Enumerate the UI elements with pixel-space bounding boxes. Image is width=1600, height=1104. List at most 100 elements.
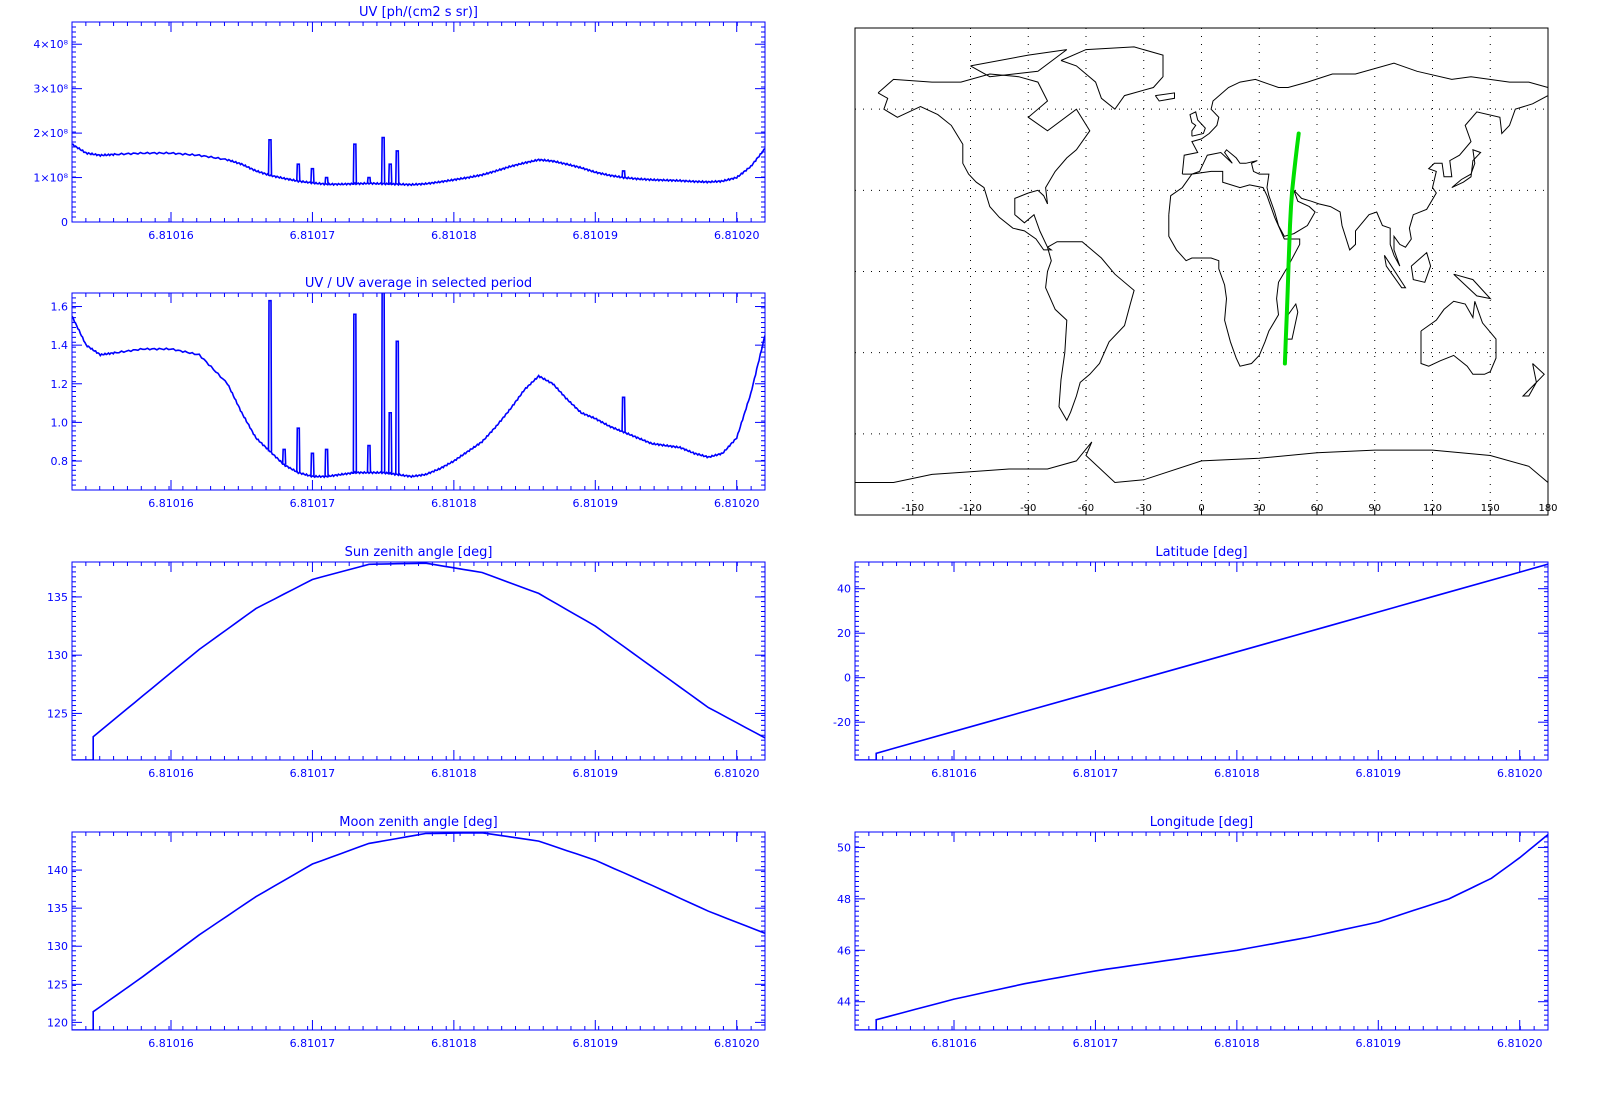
coastline-iceland bbox=[1154, 92, 1175, 102]
coastline-indonesia-sumatra bbox=[1383, 255, 1407, 289]
x-tick-label: 6.81019 bbox=[573, 767, 619, 780]
plot-frame bbox=[71, 831, 766, 1031]
plot-frame bbox=[71, 561, 766, 761]
y-tick-label: 135 bbox=[47, 591, 68, 604]
chart-title: UV [ph/(cm2 s sr)] bbox=[359, 5, 478, 20]
coastline-new-guinea bbox=[1453, 273, 1492, 300]
y-tick-label: 46 bbox=[837, 944, 851, 957]
series-spike bbox=[621, 396, 626, 433]
coastline-japan bbox=[1451, 149, 1482, 189]
coastline-new-zealand bbox=[1521, 363, 1545, 397]
x-tick-label: 6.81020 bbox=[714, 497, 760, 510]
chart-sun: Sun zenith angle [deg] 6.81016 6.81017 6.81… bbox=[47, 545, 766, 780]
x-tick-label: 6.81020 bbox=[1497, 1037, 1543, 1050]
chart-uv: UV [ph/(cm2 s sr)] 6.81016 6.81017 6.81018 6… bbox=[33, 5, 766, 242]
series-line bbox=[72, 562, 765, 760]
y-tick-label: -20 bbox=[833, 716, 851, 729]
series-spike bbox=[295, 163, 301, 182]
x-tick-label: 6.81018 bbox=[431, 229, 477, 242]
coastline-borneo bbox=[1410, 251, 1432, 283]
y-tick-label: 2×10⁸ bbox=[33, 127, 68, 140]
series-spike bbox=[387, 163, 393, 185]
series-spike bbox=[267, 299, 273, 452]
coastline-australia bbox=[1420, 300, 1497, 375]
y-tick-label: 0.8 bbox=[51, 455, 69, 468]
x-tick-label: 6.81017 bbox=[1073, 1037, 1119, 1050]
y-tick-label: 1.2 bbox=[51, 378, 69, 391]
plot-frame bbox=[854, 831, 1549, 1031]
chart-moon: Moon zenith angle [deg] 6.81016 6.81017 6.8… bbox=[47, 815, 766, 1050]
x-tick-label: 6.81016 bbox=[148, 497, 194, 510]
series-spike bbox=[621, 170, 626, 178]
series-spike bbox=[267, 138, 273, 176]
coastline-uk bbox=[1189, 111, 1206, 137]
x-tick-label: 6.81018 bbox=[1214, 767, 1260, 780]
x-tick-label: 6.81016 bbox=[148, 1037, 194, 1050]
x-tick-label: 6.81017 bbox=[290, 1037, 336, 1050]
x-tick-label: 6.81019 bbox=[573, 497, 619, 510]
y-tick-label: 1.4 bbox=[51, 339, 69, 352]
y-tick-label: 20 bbox=[837, 627, 851, 640]
coastline-arctic-islands bbox=[970, 49, 1068, 78]
y-tick-label: 130 bbox=[47, 940, 68, 953]
x-tick-label: 6.81018 bbox=[431, 1037, 477, 1050]
chart-title: Moon zenith angle [deg] bbox=[339, 815, 497, 830]
series-line bbox=[72, 143, 765, 187]
y-tick-label: 140 bbox=[47, 864, 68, 877]
coastline-greenland bbox=[1060, 46, 1164, 110]
y-tick-label: 50 bbox=[837, 841, 851, 854]
y-tick-label: 130 bbox=[47, 649, 68, 662]
map-x-tick-label: 150 bbox=[1481, 503, 1500, 514]
x-tick-label: 6.81018 bbox=[431, 497, 477, 510]
series-spike bbox=[324, 448, 329, 477]
x-tick-label: 6.81020 bbox=[714, 1037, 760, 1050]
plot-frame bbox=[71, 21, 766, 223]
y-tick-label: 120 bbox=[47, 1016, 68, 1029]
chart-longitude: Longitude [deg] 6.81016 6.81017 6.81018 6.81… bbox=[837, 815, 1549, 1050]
chart-latitude: Latitude [deg] 6.81016 6.81017 6.81018 6.810… bbox=[833, 545, 1549, 780]
plot-frame bbox=[71, 292, 766, 491]
x-tick-label: 6.81016 bbox=[148, 229, 194, 242]
map-x-tick-label: -150 bbox=[901, 503, 924, 514]
map-x-tick-label: 180 bbox=[1538, 503, 1557, 514]
map-x-tick-label: -120 bbox=[959, 503, 982, 514]
series-spike bbox=[380, 136, 386, 184]
series-spike bbox=[380, 293, 386, 473]
map-x-tick-label: 0 bbox=[1198, 503, 1204, 514]
series-spike bbox=[310, 452, 315, 477]
x-tick-label: 6.81020 bbox=[714, 767, 760, 780]
map-x-tick-label: -90 bbox=[1020, 503, 1036, 514]
x-tick-label: 6.81018 bbox=[1214, 1037, 1260, 1050]
y-tick-label: 125 bbox=[47, 707, 68, 720]
satellite-track bbox=[1282, 131, 1301, 366]
y-tick-label: 40 bbox=[837, 583, 851, 596]
y-tick-label: 1.0 bbox=[51, 416, 69, 429]
series-spike bbox=[394, 150, 400, 185]
x-tick-label: 6.81016 bbox=[931, 1037, 977, 1050]
x-tick-label: 6.81017 bbox=[290, 229, 336, 242]
map-x-tick-label: 120 bbox=[1423, 503, 1442, 514]
x-tick-label: 6.81017 bbox=[1073, 767, 1119, 780]
x-tick-label: 6.81016 bbox=[148, 767, 194, 780]
series-spike bbox=[366, 176, 372, 184]
series-line bbox=[72, 315, 765, 479]
series-line bbox=[72, 832, 765, 1030]
coastline-africa bbox=[1168, 170, 1301, 367]
series-spike bbox=[295, 427, 301, 473]
chart-title: Sun zenith angle [deg] bbox=[345, 545, 493, 560]
y-tick-label: 44 bbox=[837, 996, 851, 1009]
x-tick-label: 6.81020 bbox=[714, 229, 760, 242]
series-spike bbox=[281, 448, 287, 465]
x-tick-label: 6.81016 bbox=[931, 767, 977, 780]
series-spike bbox=[387, 411, 393, 474]
chart-title: UV / UV average in selected period bbox=[305, 276, 532, 291]
y-tick-label: 0 bbox=[844, 672, 851, 685]
x-tick-label: 6.81019 bbox=[573, 1037, 619, 1050]
coastline-north-america bbox=[877, 73, 1091, 251]
y-tick-label: 125 bbox=[47, 978, 68, 991]
x-tick-label: 6.81019 bbox=[573, 229, 619, 242]
y-tick-label: 1.6 bbox=[51, 301, 69, 314]
map-x-tick-label: -60 bbox=[1078, 503, 1094, 514]
